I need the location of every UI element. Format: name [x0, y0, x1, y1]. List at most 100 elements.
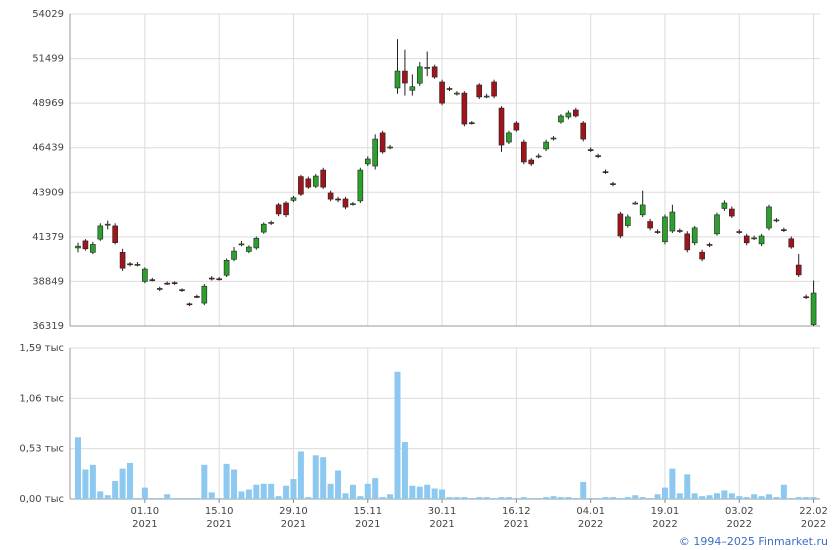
candle-body: [573, 109, 579, 117]
candle-body: [179, 289, 185, 291]
volume-bar: [97, 491, 104, 499]
candle-body: [194, 296, 200, 298]
volume-bar: [684, 474, 691, 499]
volume-bar: [446, 497, 453, 499]
volume-bar: [387, 494, 394, 499]
volume-bar: [364, 483, 371, 499]
candle-body: [298, 176, 304, 195]
candle-body: [520, 141, 527, 163]
candle-body: [372, 138, 379, 167]
volume-bar: [349, 484, 356, 499]
footer: © 1994–2025 Finmarket.ru: [678, 535, 828, 548]
candle-body: [647, 221, 653, 229]
y-tick-label: 38849: [32, 276, 64, 287]
x-tick-label: 22.02 2022: [799, 506, 828, 530]
candle-body: [654, 231, 661, 233]
candle-body: [142, 268, 148, 282]
y-tick-label: 48969: [32, 98, 64, 109]
candle-body: [558, 115, 564, 123]
volume-bar: [186, 498, 193, 499]
volume-bar: [795, 497, 802, 499]
candle-body: [602, 171, 609, 173]
y-tick-label: 1,59 тыс: [19, 343, 64, 354]
candle-body: [617, 213, 624, 237]
volume-bar: [245, 489, 252, 499]
volume-bar: [461, 497, 468, 499]
volume-bar: [468, 498, 475, 499]
volume-bar: [617, 498, 624, 499]
candle-body: [506, 132, 512, 143]
volume-bar: [624, 497, 631, 499]
y-tick-label: 51499: [32, 54, 64, 65]
volume-bar: [379, 497, 386, 499]
candle-body: [394, 70, 401, 89]
candle-body: [736, 231, 743, 233]
x-tick-label: 15.10 2021: [204, 506, 234, 530]
candle-body: [795, 264, 802, 276]
volume-bar: [580, 481, 587, 499]
volume-bar: [721, 490, 728, 499]
candle-body: [699, 251, 705, 260]
volume-bar: [171, 498, 178, 499]
volume-bar: [736, 496, 743, 499]
volume-bar: [75, 437, 81, 499]
volume-bar: [275, 496, 282, 499]
volume-bar: [320, 457, 327, 499]
candle-body: [335, 198, 341, 201]
volume-bar: [424, 484, 431, 499]
candle-body: [268, 222, 274, 224]
candle-body: [610, 183, 616, 185]
volume-bar: [691, 493, 698, 499]
candle-body: [632, 202, 639, 205]
candle-body: [491, 81, 497, 97]
candle-body: [439, 81, 445, 104]
volume-bar: [179, 498, 186, 499]
volume-bar: [550, 496, 557, 499]
volume-bar: [416, 486, 423, 499]
candle-body: [409, 86, 416, 91]
x-tick-label: 16.12 2021: [502, 506, 531, 530]
candle-body: [342, 198, 349, 208]
x-tick-label: 15.11 2021: [353, 506, 383, 530]
volume-bar: [312, 455, 319, 499]
candle-body: [498, 107, 505, 146]
candle-body: [283, 202, 289, 216]
volume-bar: [208, 492, 215, 499]
candle-body: [119, 252, 126, 269]
volume-bar: [713, 493, 720, 499]
candle-body: [550, 137, 557, 140]
candle-body: [312, 175, 319, 187]
candle-body: [729, 208, 735, 217]
candle-body: [751, 237, 757, 240]
candle-body: [104, 223, 111, 226]
volume-bar: [149, 498, 156, 499]
candle-body: [639, 204, 646, 216]
candle-body: [75, 245, 81, 249]
candle-body: [483, 95, 490, 98]
candle-body: [706, 244, 713, 246]
volume-bar: [127, 462, 134, 499]
candle-body: [743, 235, 750, 244]
volume-bar: [260, 483, 267, 499]
volume-bar: [112, 480, 119, 499]
candle-body: [669, 211, 676, 232]
candle-body: [357, 169, 364, 202]
volume-bar: [758, 496, 765, 499]
candle-body: [350, 203, 356, 206]
candle-body: [223, 259, 230, 276]
volume-bar: [253, 484, 260, 499]
volume-bar: [453, 497, 460, 499]
candle-body: [424, 67, 431, 69]
volume-bar: [751, 494, 758, 499]
volume-bar: [520, 497, 527, 499]
volume-bar: [231, 469, 238, 499]
volume-bar: [639, 497, 646, 499]
volume-bar: [661, 487, 668, 499]
volume-bar: [535, 498, 542, 499]
volume-bar: [728, 493, 735, 499]
volume-bar: [372, 478, 379, 499]
candle-body: [127, 263, 133, 266]
y-tick-label: 0,00 тыс: [19, 494, 64, 505]
